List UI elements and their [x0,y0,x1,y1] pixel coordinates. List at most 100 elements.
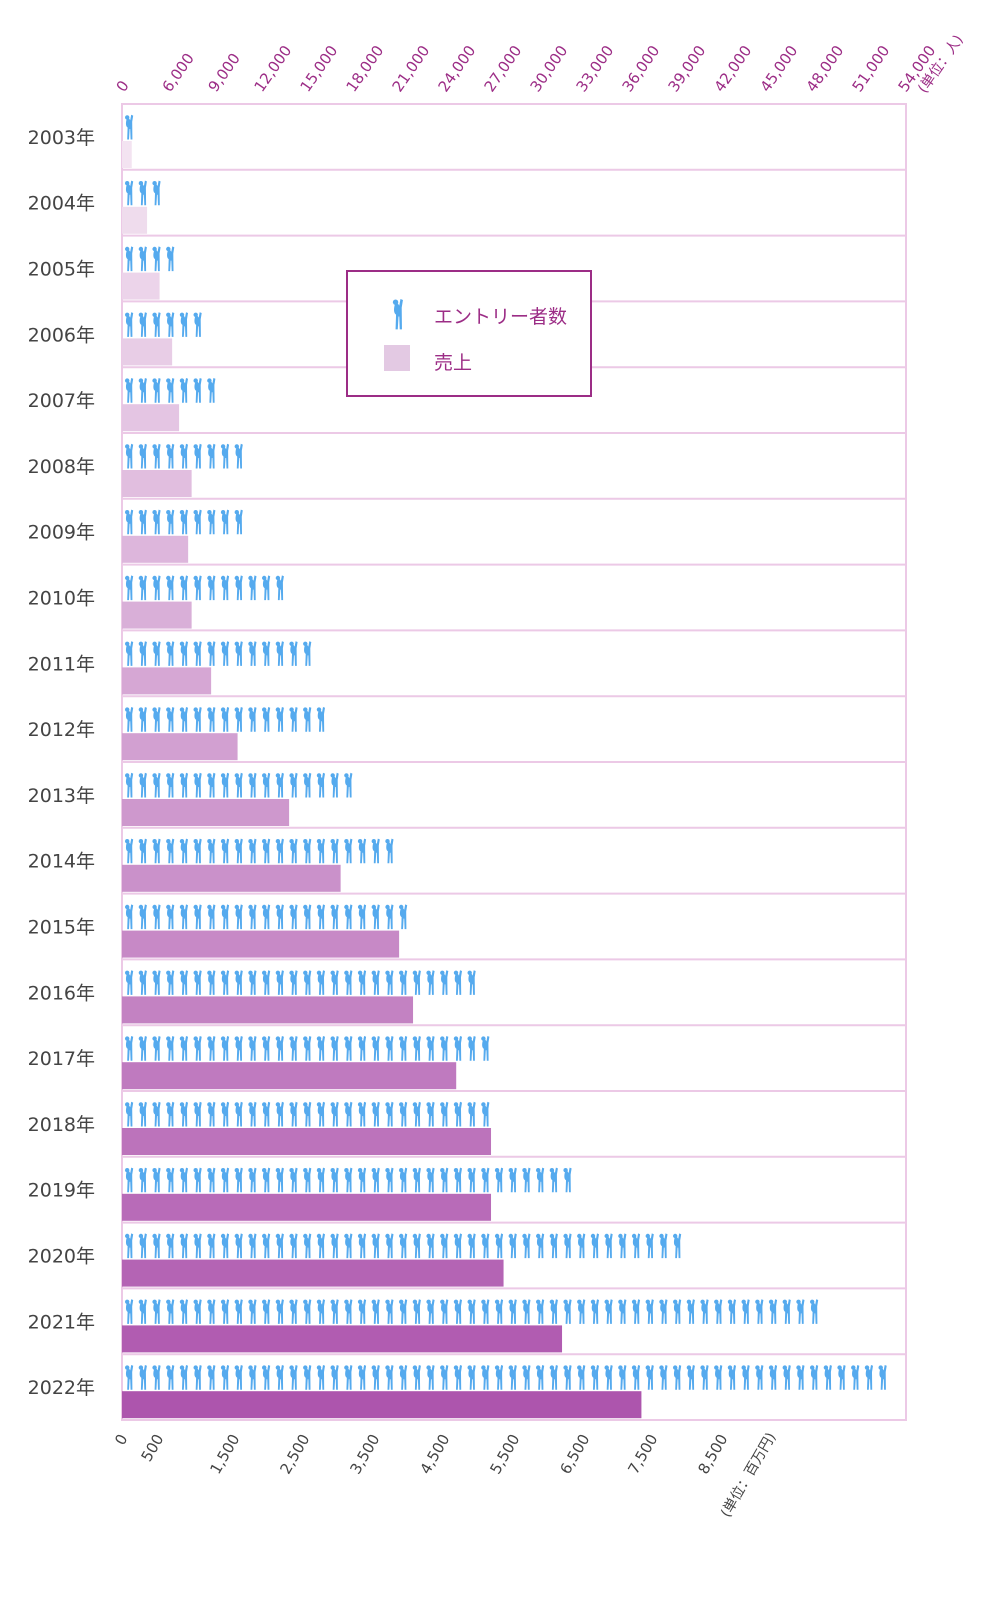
person-raising-hand-icon [262,641,271,666]
person-raising-hand-icon [275,1233,284,1259]
person-raising-hand-icon [207,707,216,732]
person-raising-hand-icon [152,1167,161,1193]
person-raising-hand-icon [152,509,161,535]
person-raising-hand-icon [385,1233,394,1259]
person-raising-hand-icon [700,1365,709,1390]
person-raising-hand-icon [234,509,243,535]
top-axis-tick-label: 51,000 [849,42,894,95]
person-raising-hand-icon [125,707,134,732]
person-raising-hand-icon [453,970,462,995]
person-raising-hand-icon [248,575,257,601]
person-raising-hand-icon [453,1365,462,1390]
person-raising-hand-icon [166,1167,175,1193]
year-label: 2020年 [28,1246,95,1268]
person-raising-hand-icon [193,772,202,798]
person-raising-hand-icon [344,1036,353,1061]
person-raising-hand-icon [796,1365,805,1390]
person-raising-hand-icon [618,1299,627,1324]
bottom-axis-tick-label: 7,500 [624,1431,661,1477]
person-raising-hand-icon [549,1233,558,1259]
person-raising-hand-icon [659,1365,668,1390]
person-raising-hand-icon [125,114,134,140]
sales-bar [122,667,212,695]
person-raising-hand-icon [316,707,325,732]
year-labels: 2003年 2004年 2005年 2006年 2007年 2008年 2009年 2010年… [28,127,95,1399]
person-raising-hand-icon [330,838,339,864]
person-raising-hand-icon [152,1101,161,1127]
person-raising-hand-icon [193,443,202,469]
person-raising-hand-icon [618,1365,627,1390]
person-raising-hand-icon [316,1299,325,1324]
person-raising-hand-icon [275,838,284,864]
person-raising-hand-icon [138,1101,147,1127]
person-raising-hand-icon [207,838,216,864]
top-axis-tick-label: 24,000 [435,42,480,95]
person-raising-hand-icon [741,1299,750,1324]
person-raising-hand-icon [536,1365,545,1390]
person-raising-hand-icon [207,641,216,666]
person-raising-hand-icon [234,838,243,864]
person-raising-hand-icon [371,1101,380,1127]
person-raising-hand-icon [782,1299,791,1324]
person-raising-hand-icon [152,970,161,995]
bottom-axis-tick-label: 2,500 [276,1431,313,1477]
top-axis-tick-label: 21,000 [389,42,434,95]
person-raising-hand-icon [399,1233,408,1259]
person-raising-hand-icon [193,641,202,666]
person-raising-hand-icon [645,1233,654,1259]
person-raising-hand-icon [563,1167,572,1193]
person-raising-hand-icon [275,1036,284,1061]
top-axis-tick-label: 0 [113,77,133,95]
person-raising-hand-icon [166,838,175,864]
bottom-axis-tick-label: 6,500 [556,1431,593,1477]
year-label: 2013年 [28,785,95,807]
person-raising-hand-icon [289,1167,298,1193]
person-raising-hand-icon [440,1299,449,1324]
person-raising-hand-icon [330,1299,339,1324]
year-label: 2014年 [28,851,95,873]
person-raising-hand-icon [399,904,408,930]
person-raising-hand-icon [275,1101,284,1127]
person-raising-hand-icon [248,970,257,995]
person-raising-hand-icon [289,641,298,666]
person-raising-hand-icon [138,641,147,666]
person-raising-hand-icon [138,838,147,864]
person-raising-hand-icon [207,1233,216,1259]
person-raising-hand-icon [399,1365,408,1390]
year-label: 2005年 [28,259,95,281]
person-raising-hand-icon [385,1036,394,1061]
person-raising-hand-icon [371,904,380,930]
person-raising-hand-icon [193,1299,202,1324]
person-raising-hand-icon [823,1365,832,1390]
person-raising-hand-icon [138,707,147,732]
person-raising-hand-icon [851,1365,860,1390]
person-raising-hand-icon [440,1233,449,1259]
person-raising-hand-icon [138,1233,147,1259]
person-raising-hand-icon [673,1299,682,1324]
person-raising-hand-icon [138,970,147,995]
bottom-axis-tick-label: 5,500 [486,1431,523,1477]
person-raising-hand-icon [344,1299,353,1324]
person-raising-hand-icon [138,246,147,272]
person-raising-hand-icon [234,1036,243,1061]
person-raising-hand-icon [412,1036,421,1061]
sales-bar [122,272,160,300]
person-raising-hand-icon [275,575,284,601]
person-raising-hand-icon [344,1101,353,1127]
sales-bar [122,1128,492,1155]
person-raising-hand-icon [248,1233,257,1259]
person-raising-hand-icon [440,1365,449,1390]
sales-bar [122,601,192,629]
person-raising-hand-icon [453,1036,462,1061]
person-raising-hand-icon [289,1036,298,1061]
person-raising-hand-icon [125,575,134,601]
person-raising-hand-icon [220,1101,230,1127]
person-raising-hand-icon [782,1365,791,1390]
person-raising-hand-icon [289,772,298,798]
person-raising-hand-icon [193,838,202,864]
person-raising-hand-icon [316,1167,325,1193]
person-raising-hand-icon [152,838,161,864]
year-label: 2012年 [28,719,95,741]
year-label: 2015年 [28,917,95,939]
